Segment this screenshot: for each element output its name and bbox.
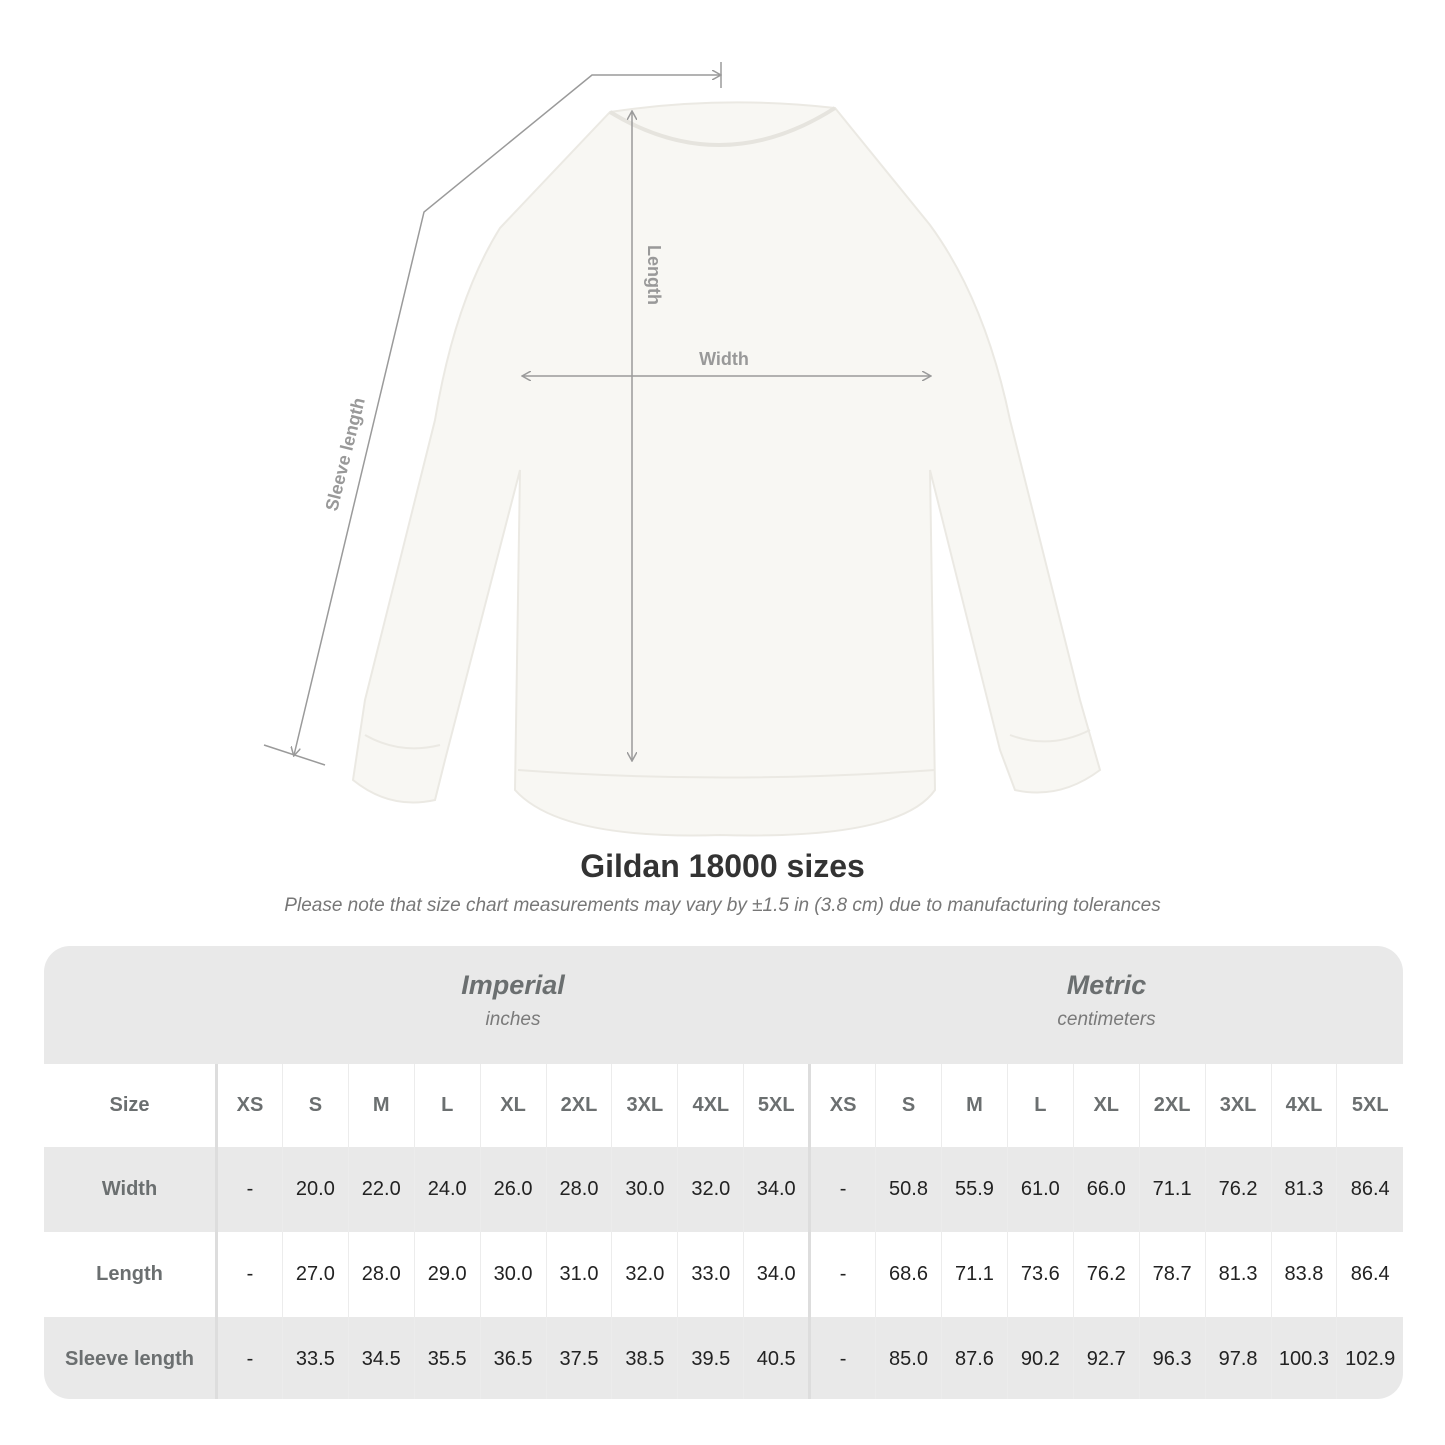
imperial-value-cell: 28.0: [347, 1232, 415, 1317]
metric-value-cell: 68.6: [875, 1232, 942, 1317]
metric-size-header: 4XL: [1270, 1064, 1337, 1147]
imperial-value-cell: 24.0: [413, 1147, 481, 1232]
imperial-size-header: S: [281, 1064, 349, 1147]
metric-size-header: 3XL: [1204, 1064, 1271, 1147]
imperial-value-cell: 34.0: [743, 1147, 810, 1232]
metric-value-cell: 66.0: [1072, 1147, 1140, 1232]
metric-size-header: XS: [808, 1064, 876, 1147]
imperial-value-cell: 34.5: [347, 1317, 415, 1399]
imperial-size-header: 5XL: [743, 1064, 810, 1147]
table-row: Sleeve length -33.5 34.5 35.5 36.5 37.5 38.5 39…: [44, 1317, 1403, 1399]
metric-size-header: L: [1006, 1064, 1074, 1147]
metric-value-cell: 61.0: [1006, 1147, 1074, 1232]
sleeve-measure-line: [263, 62, 721, 766]
metric-value-cell: 73.6: [1006, 1232, 1074, 1317]
imperial-size-header: XS: [216, 1064, 283, 1147]
size-label: Size: [44, 1064, 218, 1147]
metric-title: Metric: [1066, 970, 1147, 1000]
imperial-value-cell: 30.0: [479, 1232, 547, 1317]
imperial-value-cell: 35.5: [413, 1317, 481, 1399]
row-label: Width: [44, 1147, 218, 1232]
imperial-value-cell: -: [216, 1317, 283, 1399]
imperial-value-cell: 30.0: [611, 1147, 678, 1232]
imperial-value-cell: 33.0: [677, 1232, 744, 1317]
imperial-value-cell: -: [216, 1232, 283, 1317]
metric-value-cell: 97.8: [1204, 1317, 1271, 1399]
metric-value-cell: 55.9: [940, 1147, 1008, 1232]
size-table: Size XS S M L XL 2XL 3XL 4XL 5XL XS S M L XL 2XL 3XL 4XL 5…: [44, 1064, 1403, 1399]
metric-size-header: 5XL: [1336, 1064, 1403, 1147]
size-chart: Imperial inches Metric centimeters Size X…: [44, 946, 1403, 1399]
length-measure-label: Length: [644, 245, 664, 305]
metric-value-cell: -: [808, 1317, 876, 1399]
imperial-value-cell: 34.0: [743, 1232, 810, 1317]
metric-value-cell: 100.3: [1270, 1317, 1337, 1399]
metric-value-cell: 85.0: [875, 1317, 942, 1399]
metric-size-header: S: [875, 1064, 942, 1147]
row-label: Length: [44, 1232, 218, 1317]
width-measure-label: Width: [699, 349, 749, 369]
imperial-value-cell: -: [216, 1147, 283, 1232]
row-label: Sleeve length: [44, 1317, 218, 1399]
imperial-size-header: 4XL: [677, 1064, 744, 1147]
metric-value-cell: 71.1: [940, 1232, 1008, 1317]
metric-value-cell: 78.7: [1138, 1232, 1206, 1317]
metric-value-cell: 86.4: [1336, 1147, 1403, 1232]
metric-value-cell: 87.6: [940, 1317, 1008, 1399]
imperial-value-cell: 29.0: [413, 1232, 481, 1317]
metric-value-cell: 81.3: [1204, 1232, 1271, 1317]
imperial-title: Imperial: [461, 970, 565, 1000]
metric-size-header: XL: [1072, 1064, 1140, 1147]
metric-unit: centimeters: [1057, 1009, 1156, 1030]
imperial-value-cell: 32.0: [677, 1147, 744, 1232]
metric-header: Metric centimeters: [810, 946, 1403, 1064]
imperial-value-cell: 37.5: [545, 1317, 612, 1399]
imperial-size-header: L: [413, 1064, 481, 1147]
imperial-value-cell: 27.0: [281, 1232, 349, 1317]
imperial-value-cell: 33.5: [281, 1317, 349, 1399]
imperial-value-cell: 31.0: [545, 1232, 612, 1317]
page-title: Gildan 18000 sizes: [580, 848, 865, 884]
table-row: Length -27.0 28.0 29.0 30.0 31.0 32.0 33.0 34.0-…: [44, 1232, 1403, 1317]
metric-size-header: 2XL: [1138, 1064, 1206, 1147]
metric-value-cell: 102.9: [1336, 1317, 1403, 1399]
imperial-value-cell: 32.0: [611, 1232, 678, 1317]
imperial-header: Imperial inches: [216, 946, 810, 1064]
imperial-size-header: 3XL: [611, 1064, 678, 1147]
metric-value-cell: 76.2: [1204, 1147, 1271, 1232]
sweatshirt-icon: [351, 101, 1102, 837]
imperial-size-header: XL: [479, 1064, 547, 1147]
imperial-value-cell: 38.5: [611, 1317, 678, 1399]
sleeve-measure-label: Sleeve length: [321, 396, 368, 513]
imperial-size-header: M: [347, 1064, 415, 1147]
metric-size-header: M: [940, 1064, 1008, 1147]
metric-value-cell: 96.3: [1138, 1317, 1206, 1399]
metric-value-cell: 71.1: [1138, 1147, 1206, 1232]
metric-value-cell: 76.2: [1072, 1232, 1140, 1317]
metric-value-cell: -: [808, 1232, 876, 1317]
tolerance-note: Please note that size chart measurements…: [284, 895, 1161, 916]
imperial-value-cell: 36.5: [479, 1317, 547, 1399]
size-header-row: Size XS S M L XL 2XL 3XL 4XL 5XL XS S M L XL 2XL 3XL 4XL 5…: [44, 1064, 1403, 1147]
imperial-value-cell: 28.0: [545, 1147, 612, 1232]
metric-value-cell: 86.4: [1336, 1232, 1403, 1317]
metric-value-cell: 90.2: [1006, 1317, 1074, 1399]
metric-value-cell: 81.3: [1270, 1147, 1337, 1232]
metric-value-cell: 92.7: [1072, 1317, 1140, 1399]
imperial-value-cell: 20.0: [281, 1147, 349, 1232]
imperial-size-header: 2XL: [545, 1064, 612, 1147]
metric-value-cell: 83.8: [1270, 1232, 1337, 1317]
imperial-value-cell: 40.5: [743, 1317, 810, 1399]
sweatshirt-illustration: Length Width Sleeve length: [263, 62, 1102, 837]
metric-value-cell: -: [808, 1147, 876, 1232]
metric-value-cell: 50.8: [875, 1147, 942, 1232]
header-band: [44, 946, 1403, 1064]
imperial-value-cell: 26.0: [479, 1147, 547, 1232]
imperial-unit: inches: [485, 1009, 541, 1030]
table-row: Width -20.0 22.0 24.0 26.0 28.0 30.0 32.0 34.0-5…: [44, 1147, 1403, 1232]
imperial-value-cell: 39.5: [677, 1317, 744, 1399]
imperial-value-cell: 22.0: [347, 1147, 415, 1232]
